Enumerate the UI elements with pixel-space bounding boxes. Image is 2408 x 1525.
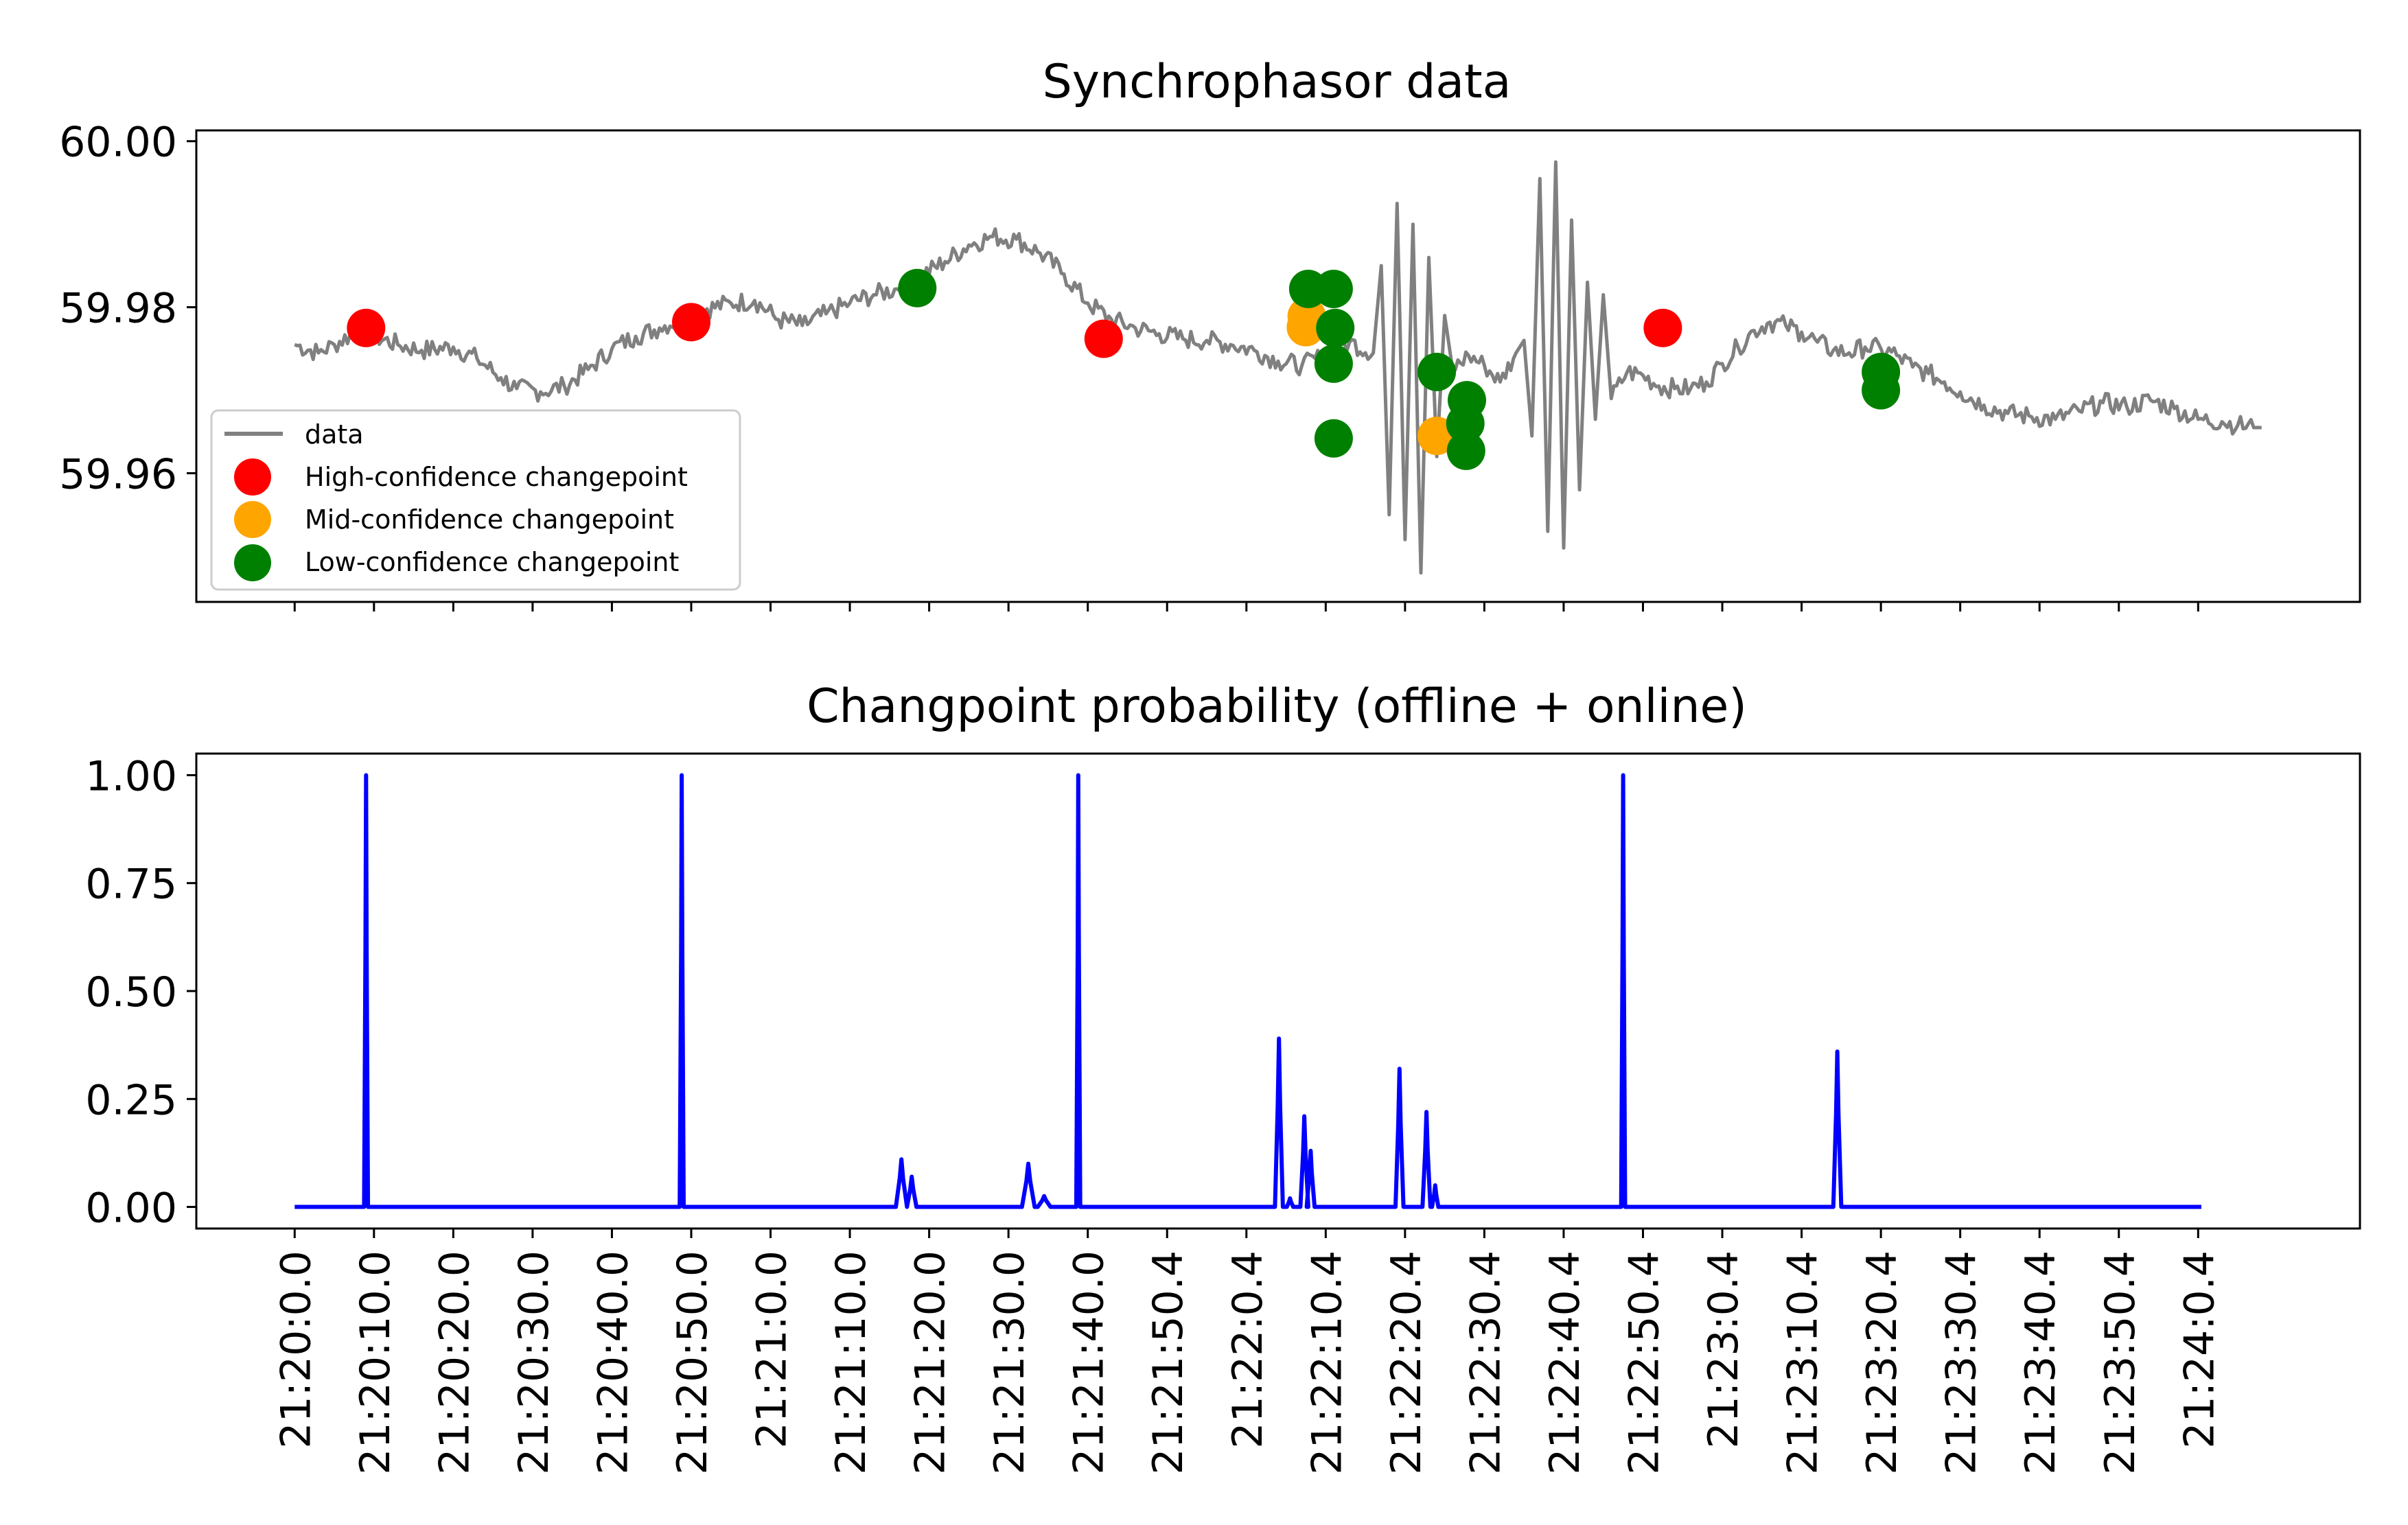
data-series-line — [294, 160, 2262, 575]
legend-marker-mid — [234, 501, 271, 538]
bottom-x-tick-label: 21:20:40.0 — [589, 1250, 637, 1475]
bottom-y-tick-label: 0.00 — [85, 1185, 177, 1233]
bottom-x-tick-label: 21:23:20.4 — [1858, 1250, 1906, 1475]
bottom-x-tick-label: 21:21:20.0 — [907, 1250, 955, 1475]
bottom-x-axis: 21:20:0.0 21:20:10.0 21:20:20.0 21:20:30.0 2… — [272, 1229, 2223, 1475]
low-confidence-changepoint — [1417, 353, 1457, 391]
bottom-y-tick-label: 0.50 — [85, 968, 177, 1016]
low-confidence-changepoint — [1314, 419, 1353, 458]
top-x-axis — [293, 602, 2199, 612]
bottom-x-tick-label: 21:20:20.0 — [430, 1250, 478, 1475]
top-y-tick-label: 59.96 — [59, 451, 177, 499]
bottom-plot-area — [294, 773, 2201, 1209]
high-confidence-changepoint — [1084, 319, 1123, 358]
bottom-panel-title: Changpoint probability (offline + online… — [807, 679, 1747, 734]
high-confidence-changepoint — [672, 303, 710, 342]
bottom-x-tick-label: 21:21:50.4 — [1144, 1250, 1192, 1475]
top-plot-area — [294, 160, 2262, 575]
bottom-x-tick-label: 21:22:20.4 — [1382, 1250, 1431, 1475]
bottom-x-tick-label: 21:20:50.0 — [669, 1250, 717, 1475]
bottom-x-tick-label: 21:22:0.4 — [1224, 1250, 1272, 1449]
top-panel-title: Synchrophasor data — [1043, 55, 1512, 109]
probability-series-line — [294, 773, 2201, 1209]
bottom-x-tick-label: 21:22:40.4 — [1541, 1250, 1589, 1475]
legend: data High-confidence changepoint Mid-con… — [210, 409, 741, 591]
bottom-x-tick-label: 21:23:30.4 — [1938, 1250, 1986, 1475]
bottom-panel: Changpoint probability (offline + online… — [85, 679, 2361, 1475]
bottom-x-tick-label: 21:20:0.0 — [272, 1250, 320, 1449]
bottom-y-tick-label: 0.25 — [85, 1076, 177, 1124]
legend-box — [210, 409, 741, 591]
legend-label-mid: Mid-confidence changepoint — [305, 504, 674, 535]
bottom-x-tick-label: 21:24:0.4 — [2175, 1250, 2223, 1449]
bottom-y-axis: 0.00 0.25 0.50 0.75 1.00 — [85, 752, 196, 1233]
legend-marker-low — [234, 544, 271, 581]
top-y-tick-label: 60.00 — [59, 119, 177, 167]
bottom-x-tick-label: 21:21:10.0 — [827, 1250, 875, 1475]
bottom-x-tick-label: 21:23:0.4 — [1700, 1250, 1748, 1449]
bottom-x-tick-label: 21:22:30.4 — [1461, 1250, 1509, 1475]
bottom-y-tick-label: 0.75 — [85, 861, 177, 909]
low-confidence-changepoint — [1446, 431, 1485, 470]
bottom-x-tick-label: 21:22:50.4 — [1621, 1250, 1669, 1475]
low-confidence-changepoint — [1316, 308, 1355, 347]
top-axes-frame — [195, 129, 2361, 603]
bottom-x-tick-label: 21:21:30.0 — [986, 1250, 1034, 1475]
legend-marker-high — [234, 458, 271, 496]
high-confidence-changepoint — [1643, 308, 1682, 347]
legend-label-data: data — [305, 419, 364, 450]
high-confidence-changepoint — [347, 308, 386, 347]
bottom-x-tick-label: 21:23:50.4 — [2096, 1250, 2144, 1475]
bottom-x-tick-label: 21:22:10.4 — [1303, 1250, 1351, 1475]
top-panel: Synchrophasor data 59.96 59.98 60.00 data … — [59, 55, 2361, 612]
top-y-axis: 59.96 59.98 60.00 — [59, 119, 196, 499]
legend-label-low: Low-confidence changepoint — [305, 547, 679, 577]
bottom-x-tick-label: 21:20:10.0 — [351, 1250, 400, 1475]
bottom-x-tick-label: 21:23:40.4 — [2017, 1250, 2065, 1475]
bottom-x-tick-label: 21:23:10.4 — [1779, 1250, 1827, 1475]
low-confidence-changepoint — [1862, 371, 1901, 410]
low-confidence-changepoint — [1446, 404, 1485, 443]
low-confidence-changepoint — [1314, 344, 1353, 383]
top-y-tick-label: 59.98 — [59, 285, 177, 333]
bottom-x-tick-label: 21:21:40.0 — [1065, 1250, 1113, 1475]
bottom-y-tick-label: 1.00 — [85, 752, 177, 800]
bottom-x-tick-label: 21:20:30.0 — [510, 1250, 558, 1475]
bottom-x-tick-label: 21:21:0.0 — [748, 1250, 796, 1449]
low-confidence-changepoint — [898, 268, 937, 307]
low-confidence-changepoint — [1314, 270, 1353, 308]
legend-label-high: High-confidence changepoint — [305, 462, 688, 492]
